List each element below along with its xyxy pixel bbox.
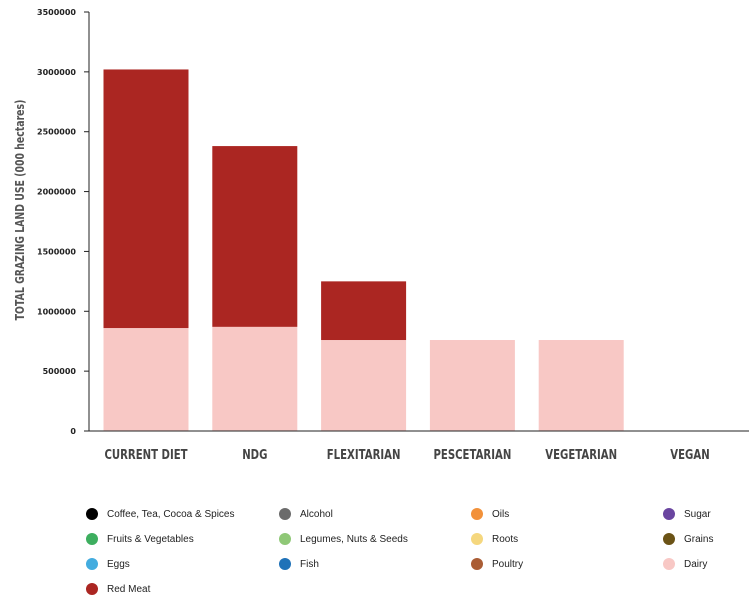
legend-swatch (86, 533, 98, 545)
y-tick-label: 3500000 (37, 8, 76, 17)
x-tick-label: NDG (242, 447, 267, 463)
legend-swatch (86, 508, 98, 520)
legend-item: Sugar (663, 508, 711, 520)
y-tick-label: 500000 (43, 367, 77, 376)
legend-item: Roots (471, 533, 518, 545)
legend-label: Fruits & Vegetables (107, 533, 194, 545)
bar-red-meat (103, 69, 189, 329)
legend-item: Red Meat (86, 583, 150, 595)
y-tick-label: 1500000 (37, 247, 76, 256)
legend-label: Coffee, Tea, Cocoa & Spices (107, 508, 235, 520)
legend-label: Eggs (107, 558, 130, 570)
x-tick-label: FLEXITARIAN (327, 447, 401, 463)
x-axis: CURRENT DIET NDG FLEXITARIAN PESCETARIAN VEG… (89, 430, 749, 463)
bar-dairy (103, 328, 189, 431)
legend-swatch (471, 558, 483, 570)
legend-swatch (86, 558, 98, 570)
legend-label: Oils (492, 508, 510, 520)
legend-label: Dairy (684, 558, 708, 570)
y-tick-label: 2500000 (37, 128, 76, 137)
bar-red-meat (321, 281, 407, 341)
legend-item: Alcohol (279, 508, 333, 520)
y-tick-label: 2000000 (37, 188, 76, 197)
bars (103, 69, 624, 431)
bar-dairy (321, 340, 407, 431)
legend-label: Poultry (492, 558, 524, 570)
legend-label: Fish (300, 558, 319, 570)
legend-swatch (663, 558, 675, 570)
legend-item: Fish (279, 558, 319, 570)
x-tick-label: VEGETARIAN (545, 447, 617, 463)
bar-dairy (212, 326, 298, 431)
y-tick-label: 3000000 (37, 68, 76, 77)
bar-dairy (429, 340, 515, 431)
bar-red-meat (212, 146, 298, 327)
legend-label: Alcohol (300, 508, 333, 520)
legend-swatch (471, 533, 483, 545)
legend-label: Sugar (684, 508, 711, 520)
legend-label: Grains (684, 533, 714, 545)
y-axis-label: TOTAL GRAZING LAND USE (000 hectares) (13, 100, 27, 321)
legend-label: Red Meat (107, 583, 151, 595)
legend-item: Poultry (471, 558, 523, 570)
legend-item: Grains (663, 533, 713, 545)
legend-swatch (279, 558, 291, 570)
bar-dairy (538, 340, 624, 431)
y-axis: 0 500000 1000000 1500000 2000000 2500000 30000… (37, 8, 90, 436)
legend-label: Roots (492, 533, 519, 545)
legend-item: Coffee, Tea, Cocoa & Spices (86, 508, 235, 520)
legend-label: Legumes, Nuts & Seeds (300, 533, 408, 545)
legend-swatch (663, 533, 675, 545)
x-tick-label: CURRENT DIET (104, 447, 187, 463)
legend-swatch (279, 533, 291, 545)
legend-swatch (86, 583, 98, 595)
legend-swatch (279, 508, 291, 520)
legend-item: Dairy (663, 558, 707, 570)
legend-item: Legumes, Nuts & Seeds (279, 533, 408, 545)
legend-item: Eggs (86, 558, 130, 570)
legend-item: Fruits & Vegetables (86, 533, 194, 545)
x-tick-label: PESCETARIAN (433, 447, 511, 463)
legend-swatch (471, 508, 483, 520)
y-tick-label: 0 (70, 427, 76, 436)
legend-swatch (663, 508, 675, 520)
legend-item: Oils (471, 508, 509, 520)
stacked-bar-chart: 0 500000 1000000 1500000 2000000 2500000 30000… (13, 8, 749, 463)
x-tick-label: VEGAN (670, 447, 709, 463)
y-tick-label: 1000000 (37, 307, 76, 316)
